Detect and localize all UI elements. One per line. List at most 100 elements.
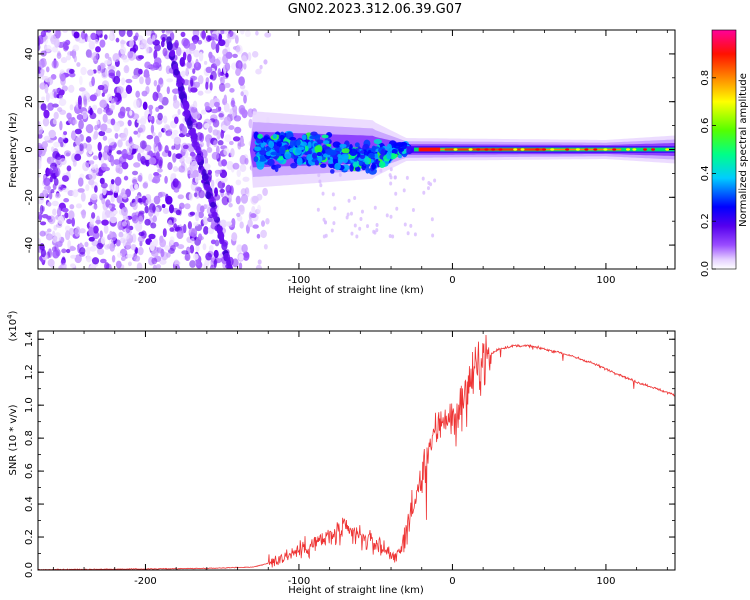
noise-blob xyxy=(116,85,124,95)
noise-blob xyxy=(102,113,108,123)
noise-blob xyxy=(60,259,66,266)
noise-blob xyxy=(151,250,159,257)
noise-blob xyxy=(137,198,143,203)
noise-blob xyxy=(38,133,43,139)
noise-blob xyxy=(110,104,115,111)
snr-x-ticks: -200 -100 0 100 xyxy=(52,331,668,587)
noise-blob xyxy=(193,81,200,88)
noise-blob xyxy=(168,204,175,214)
noise-blob xyxy=(167,162,173,171)
noise-blob xyxy=(238,262,243,269)
noise-blob xyxy=(101,92,105,97)
streak-blob xyxy=(217,232,225,240)
signal-core-red xyxy=(418,147,441,152)
noise-blob xyxy=(66,218,73,225)
noise-blob xyxy=(120,40,126,45)
signal-core-speck xyxy=(476,148,481,151)
signal-blob xyxy=(301,134,307,141)
noise-blob xyxy=(213,101,220,108)
noise-blob xyxy=(78,87,86,92)
noise-blob xyxy=(59,158,67,166)
noise-blob xyxy=(220,129,225,139)
noise-blob xyxy=(192,100,198,109)
noise-blob xyxy=(153,49,158,60)
noise-blob xyxy=(202,216,209,226)
noise-blob xyxy=(188,193,193,201)
noise-blob xyxy=(45,66,50,73)
noise-blob xyxy=(52,208,57,216)
noise-blob xyxy=(189,211,196,216)
noise-blob xyxy=(111,254,116,263)
noise-blob xyxy=(113,97,118,102)
noise-blob xyxy=(220,76,225,86)
noise-blob xyxy=(117,167,123,175)
faint-blob xyxy=(389,167,393,172)
noise-blob xyxy=(70,254,76,259)
noise-blob xyxy=(97,248,105,255)
noise-blob xyxy=(68,210,75,220)
noise-blob xyxy=(152,215,157,223)
noise-blob xyxy=(101,72,108,79)
signal-blob xyxy=(360,150,365,155)
noise-blob xyxy=(88,201,93,206)
noise-blob xyxy=(135,32,139,39)
signal-blob xyxy=(309,135,318,140)
noise-blob xyxy=(80,192,86,202)
noise-blob xyxy=(203,262,208,269)
noise-blob xyxy=(95,46,101,53)
noise-blob xyxy=(244,30,251,38)
noise-blob xyxy=(91,164,95,171)
signal-core-speck xyxy=(453,148,458,151)
faint-blob xyxy=(317,173,321,178)
noise-blob xyxy=(38,149,43,156)
noise-blob xyxy=(189,260,196,268)
signal-blob xyxy=(294,147,302,156)
noise-blob xyxy=(198,51,204,62)
noise-blob xyxy=(120,256,126,262)
noise-blob xyxy=(161,96,169,106)
noise-blob xyxy=(224,134,232,143)
noise-blob xyxy=(199,205,205,213)
faint-blob xyxy=(393,175,397,180)
noise-blob xyxy=(238,104,246,115)
noise-blob xyxy=(55,30,61,39)
noise-blob xyxy=(55,169,60,177)
noise-blob xyxy=(247,108,254,118)
colorbar-tick-label: 0.6 xyxy=(700,118,711,134)
noise-blob xyxy=(234,126,242,134)
noise-blob xyxy=(70,133,76,140)
noise-blob xyxy=(190,87,198,93)
signal-blob xyxy=(358,160,363,167)
noise-blob xyxy=(68,227,75,236)
noise-blob xyxy=(88,49,93,59)
noise-blob xyxy=(127,261,132,267)
noise-blob xyxy=(52,249,60,259)
signal-blob xyxy=(321,134,329,139)
faint-blob xyxy=(358,226,362,231)
noise-blob xyxy=(228,193,233,204)
noise-blob xyxy=(109,30,113,41)
noise-blob xyxy=(160,33,168,41)
noise-blob xyxy=(152,91,159,102)
noise-blob xyxy=(226,33,231,39)
noise-blob xyxy=(125,225,131,234)
signal-blob xyxy=(378,161,386,169)
noise-blob xyxy=(192,39,198,45)
faint-blob xyxy=(389,181,393,186)
snr-x-tick-label: 100 xyxy=(596,576,615,587)
noise-blob xyxy=(120,132,127,142)
noise-blob xyxy=(256,233,261,239)
noise-blob xyxy=(69,245,75,252)
noise-blob xyxy=(53,88,61,93)
noise-blob xyxy=(173,264,181,269)
noise-blob xyxy=(215,43,220,54)
noise-blob xyxy=(72,189,79,198)
noise-blob xyxy=(53,141,61,148)
noise-blob xyxy=(118,231,124,238)
multiplier-prefix: (x10 xyxy=(8,319,19,342)
noise-blob xyxy=(126,254,133,259)
noise-blob xyxy=(185,67,189,77)
noise-blob xyxy=(197,90,204,96)
noise-blob xyxy=(88,169,94,180)
noise-blob xyxy=(221,159,228,167)
